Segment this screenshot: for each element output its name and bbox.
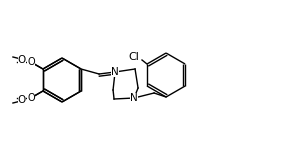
Text: O: O [18, 95, 26, 105]
Text: Cl: Cl [128, 52, 139, 62]
Text: O: O [27, 57, 35, 67]
Text: O: O [27, 93, 35, 103]
Text: N: N [130, 93, 138, 103]
Text: N: N [111, 67, 119, 77]
Text: O: O [18, 55, 26, 65]
